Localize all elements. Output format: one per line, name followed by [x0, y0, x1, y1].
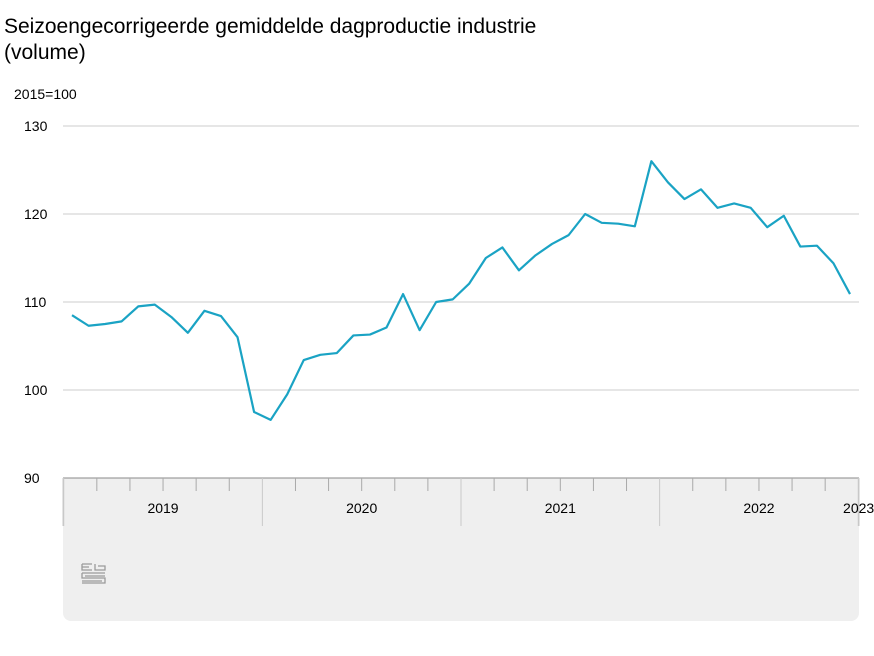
data-point [368, 333, 372, 337]
data-point [600, 221, 604, 225]
data-point [186, 331, 190, 335]
data-point [252, 410, 256, 414]
y-axis-unit-label: 2015=100 [14, 86, 77, 102]
data-point [616, 222, 620, 226]
y-tick-labels: 90 100 110 120 130 [24, 118, 48, 486]
data-point [500, 245, 504, 249]
data-point [302, 358, 306, 362]
data-point [401, 292, 405, 296]
x-year-labels: 2019 2020 2021 2022 2023 [147, 500, 874, 516]
y-gridlines [63, 125, 859, 479]
y-tick-label: 90 [24, 470, 40, 486]
chart-title: Seizoengecorrigeerde gemiddelde dagprodu… [4, 14, 704, 66]
data-point [103, 322, 107, 326]
data-point [583, 212, 587, 216]
data-point [782, 214, 786, 218]
data-point [716, 206, 720, 210]
y-tick-label: 130 [24, 118, 48, 134]
data-point [848, 292, 852, 296]
x-axis-ticks [62, 478, 860, 526]
data-point [517, 268, 521, 272]
data-point [318, 353, 322, 357]
chart-title-line-2: (volume) [4, 41, 86, 64]
data-point [285, 392, 289, 396]
data-point [418, 328, 422, 332]
data-point [202, 309, 206, 313]
data-point [236, 335, 240, 339]
data-point [219, 314, 223, 318]
data-point [550, 242, 554, 246]
data-point [732, 201, 736, 205]
data-point [467, 282, 471, 286]
data-point [120, 319, 124, 323]
data-point [87, 324, 91, 328]
data-point [533, 253, 537, 257]
data-point [633, 224, 637, 228]
data-point [451, 297, 455, 301]
data-point [815, 244, 819, 248]
x-year-label: 2022 [743, 500, 774, 516]
data-point [798, 245, 802, 249]
data-point [666, 180, 670, 184]
data-point [169, 315, 173, 319]
data-point [385, 326, 389, 330]
data-point [699, 187, 703, 191]
data-point [765, 225, 769, 229]
x-year-label: 2021 [545, 500, 576, 516]
data-point [153, 303, 157, 307]
x-year-label: 2023 [843, 500, 874, 516]
x-year-label: 2020 [346, 500, 377, 516]
data-point [831, 261, 835, 265]
cbs-logo-icon [81, 563, 106, 584]
data-point [567, 233, 571, 237]
data-point [749, 206, 753, 210]
data-point [484, 256, 488, 260]
y-tick-label: 100 [24, 382, 48, 398]
y-tick-label: 120 [24, 206, 48, 222]
data-point [649, 159, 653, 163]
y-tick-label: 110 [24, 294, 47, 310]
chart-title-line-1: Seizoengecorrigeerde gemiddelde dagprodu… [4, 15, 537, 38]
data-point [351, 333, 355, 337]
data-point [269, 418, 273, 422]
x-year-label: 2019 [147, 500, 178, 516]
data-point [70, 313, 74, 317]
data-point [682, 197, 686, 201]
data-point [335, 351, 339, 355]
series-line [71, 160, 851, 422]
data-point [136, 304, 140, 308]
data-point [434, 300, 438, 304]
